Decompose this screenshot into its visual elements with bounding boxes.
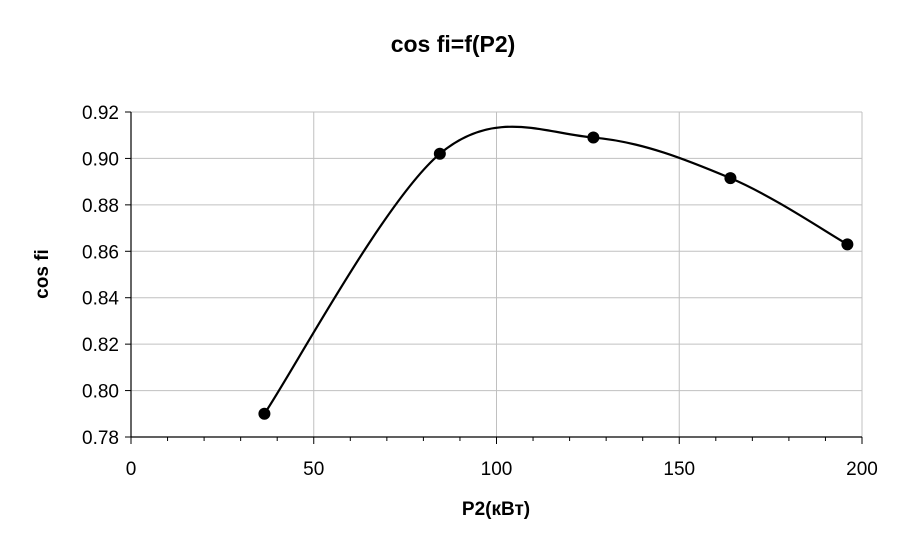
grid bbox=[131, 111, 863, 437]
y-tick-label: 0.84 bbox=[82, 289, 119, 310]
ticks: 0.78 0.80 0.82 0.84 0.86 0.88 0.90 0.92 0 50 100 15… bbox=[82, 103, 878, 480]
x-tick-label: 100 bbox=[481, 459, 513, 480]
y-tick-label: 0.86 bbox=[82, 242, 119, 263]
y-tick-label: 0.92 bbox=[82, 103, 119, 124]
x-tick-label: 200 bbox=[846, 459, 878, 480]
y-axis-label: cos fi bbox=[32, 249, 53, 299]
data-point bbox=[587, 131, 600, 144]
series-line bbox=[263, 125, 848, 415]
x-tick-label: 0 bbox=[126, 459, 137, 480]
y-tick-label: 0.80 bbox=[82, 382, 119, 403]
x-axis-label: P2(кВт) bbox=[462, 499, 530, 520]
y-tick-label: 0.78 bbox=[82, 428, 119, 449]
y-tick-label: 0.82 bbox=[82, 335, 119, 356]
x-tick-label: 50 bbox=[303, 459, 324, 480]
y-tick-label: 0.90 bbox=[82, 149, 119, 170]
y-tick-label: 0.88 bbox=[82, 196, 119, 217]
data-point bbox=[841, 238, 854, 251]
series bbox=[258, 125, 854, 420]
chart-title: cos fi=f(P2) bbox=[391, 31, 516, 57]
data-point bbox=[433, 147, 446, 160]
data-point bbox=[724, 172, 737, 185]
data-point bbox=[258, 407, 271, 420]
x-tick-label: 150 bbox=[663, 459, 695, 480]
